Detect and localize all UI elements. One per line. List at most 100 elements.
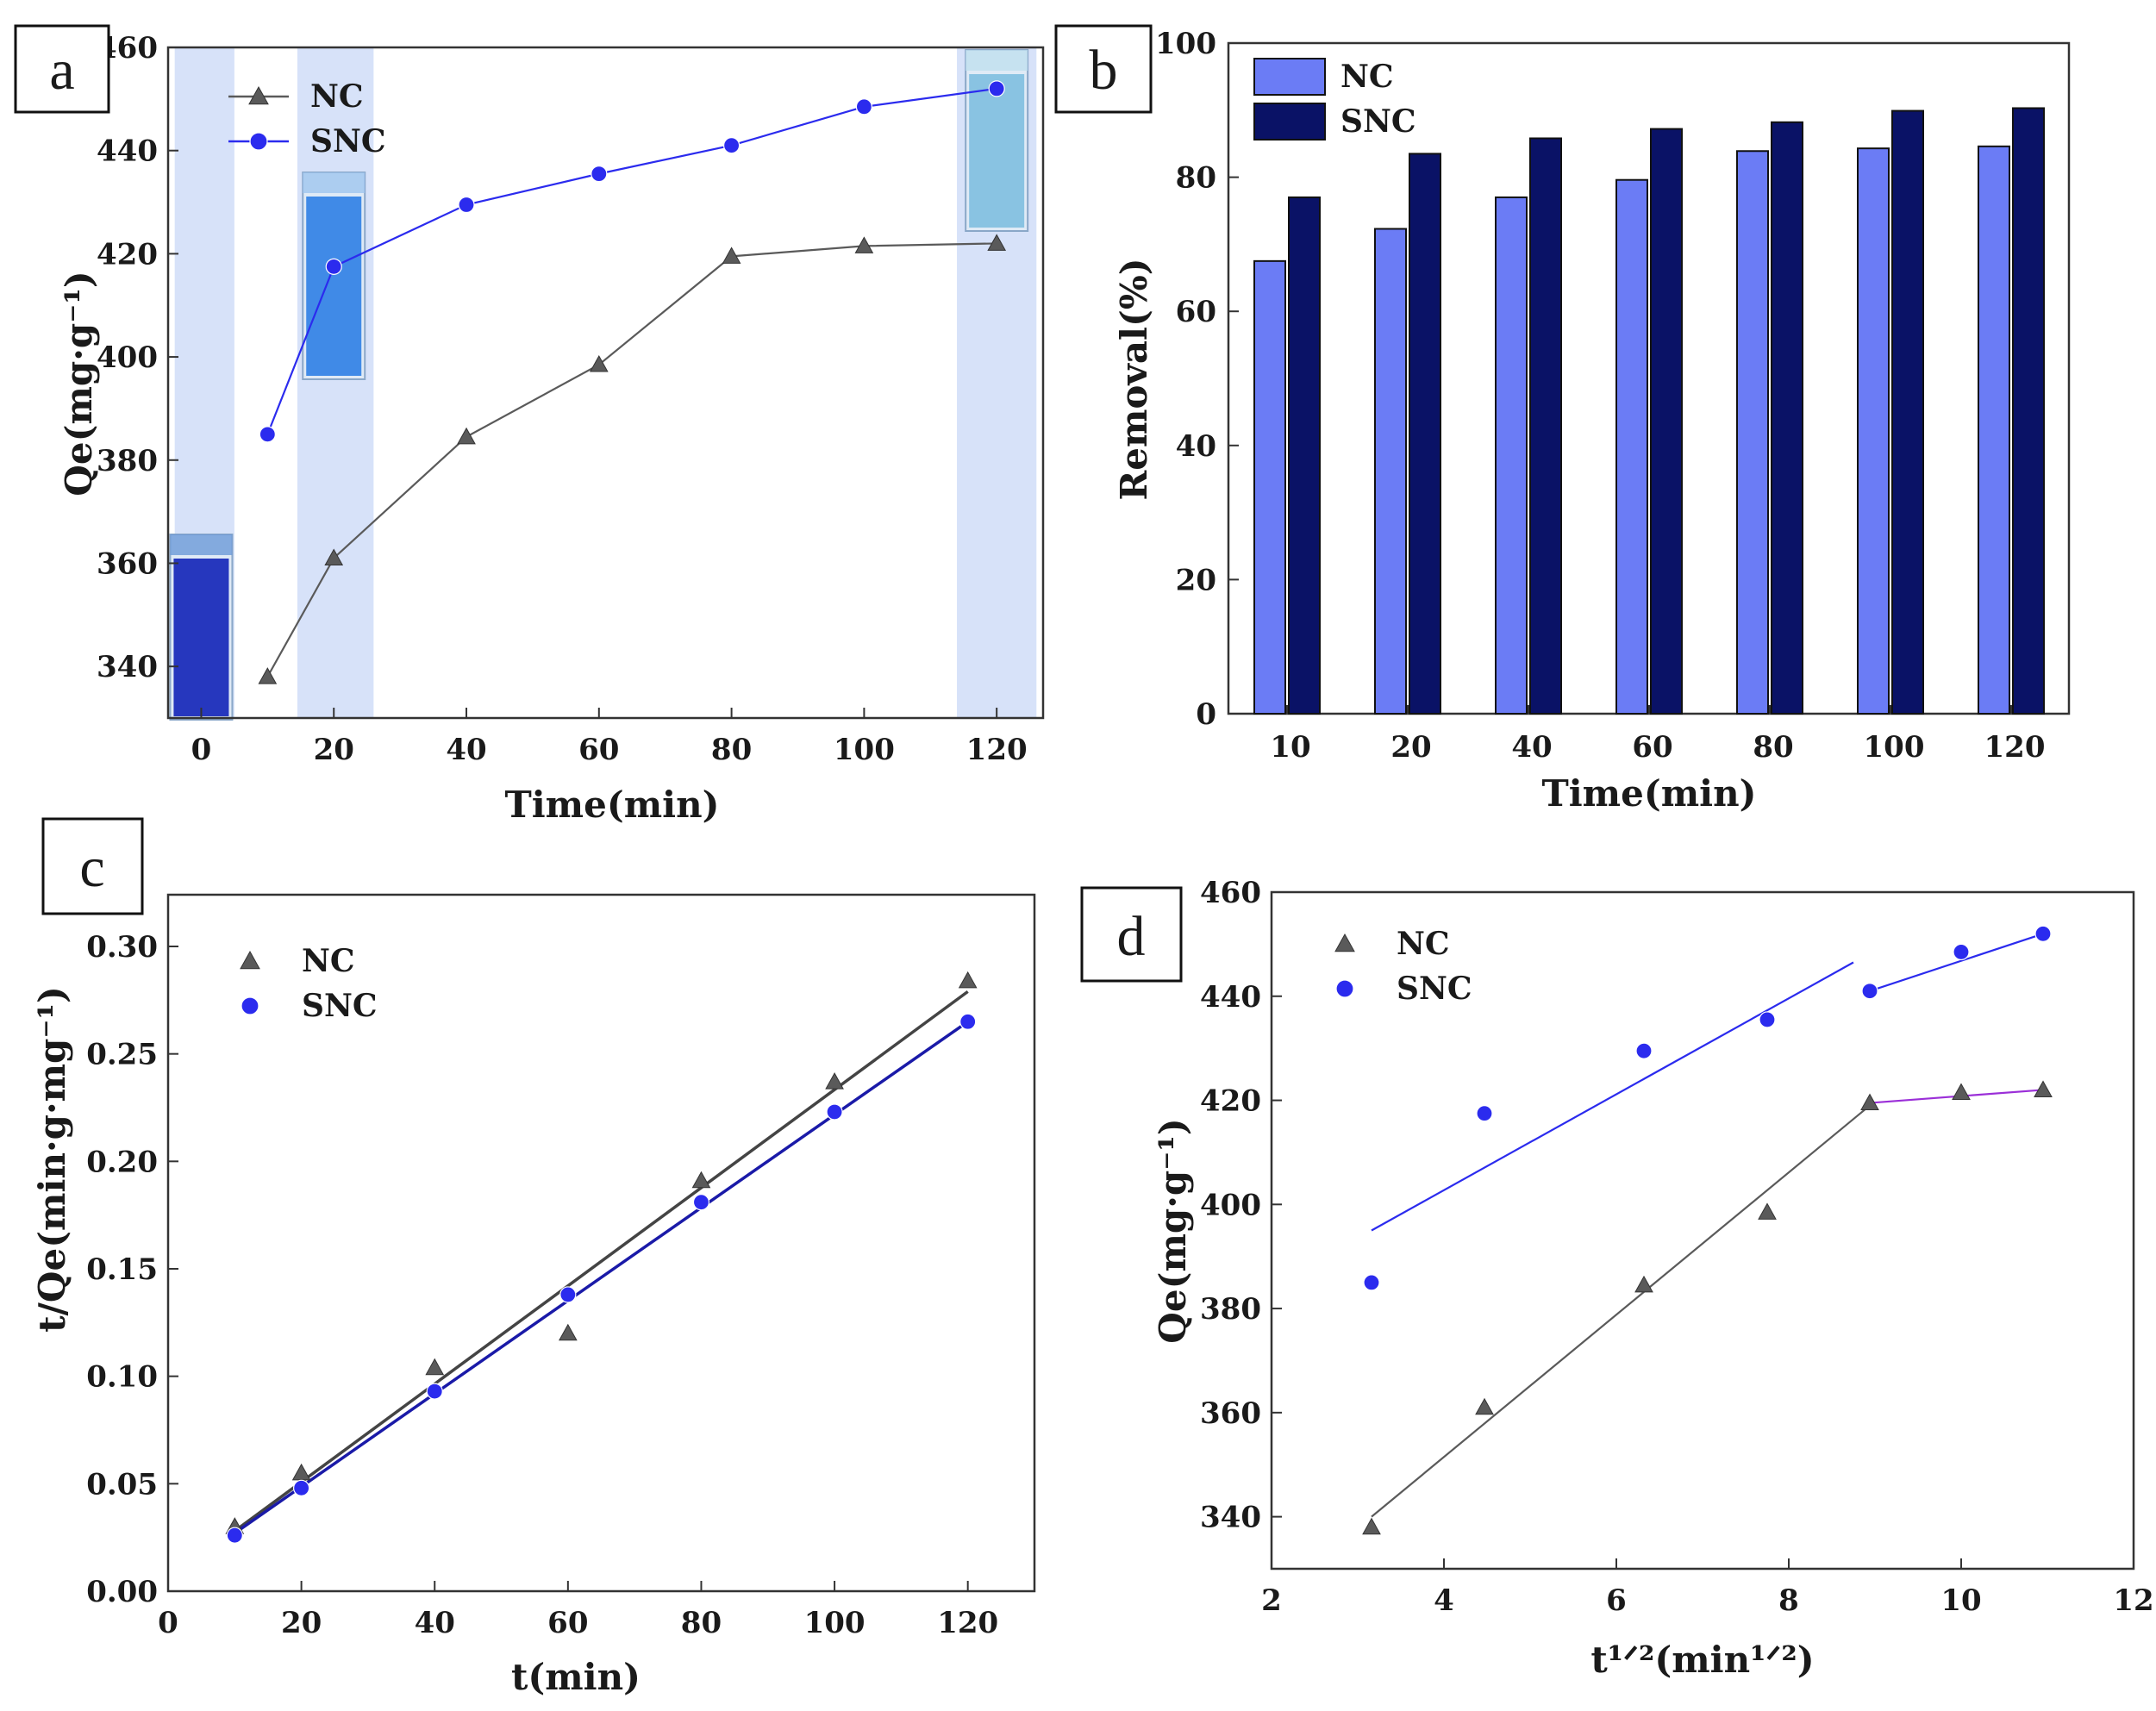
x-tick-label: 40 bbox=[446, 733, 486, 767]
y-tick-label: 420 bbox=[97, 237, 158, 272]
data-point-snc bbox=[591, 165, 608, 183]
bar-snc-10 bbox=[1288, 196, 1321, 715]
data-point-snc bbox=[2034, 925, 2052, 942]
panel-c-label-box bbox=[41, 817, 144, 915]
y-tick-label: 0.30 bbox=[86, 930, 158, 965]
y-tick-label: 60 bbox=[1176, 295, 1216, 329]
panel-c-marks bbox=[225, 971, 978, 1544]
x-tick-label: 0 bbox=[191, 733, 212, 767]
bar-nc-40 bbox=[1495, 196, 1528, 715]
panel-c-scatter-chart: 0 20 40 60 80 100 120 0.00 0.05 0.10 0.15 0.20 0.25 0… bbox=[31, 817, 1036, 1698]
data-point-snc bbox=[959, 1013, 977, 1030]
panel-a-vial-icons bbox=[169, 49, 1029, 721]
fit-line-snc bbox=[1371, 961, 1854, 1232]
panel-a-y-axis-label: Qe(mg·g⁻¹) bbox=[58, 271, 100, 496]
y-tick-label: 440 bbox=[1200, 980, 1261, 1015]
panel-d-plot-frame bbox=[1270, 890, 2135, 1570]
y-tick-label: 0 bbox=[1196, 697, 1216, 732]
legend-label-snc: SNC bbox=[1397, 971, 1472, 1007]
y-tick-label: 400 bbox=[1200, 1188, 1261, 1222]
y-tick-label: 80 bbox=[1176, 161, 1216, 196]
y-tick-label: 400 bbox=[97, 340, 158, 375]
legend-swatch-nc bbox=[1253, 58, 1326, 96]
light-blue-vial-icon bbox=[965, 49, 1029, 232]
x-tick-label: 60 bbox=[1632, 730, 1672, 765]
data-point-nc bbox=[854, 236, 874, 253]
legend-marker-snc bbox=[1335, 979, 1354, 998]
y-tick-label: 420 bbox=[1200, 1084, 1261, 1119]
x-tick-label: 80 bbox=[681, 1606, 722, 1640]
panel-b-letter: b bbox=[1090, 39, 1118, 102]
legend-label-nc: NC bbox=[1340, 59, 1394, 95]
x-tick-label: 100 bbox=[834, 733, 895, 767]
data-point-snc bbox=[988, 80, 1005, 97]
bar-snc-120 bbox=[2012, 107, 2045, 715]
data-point-snc bbox=[1363, 1274, 1380, 1291]
panel-c-x-axis-label: t(min) bbox=[511, 1656, 641, 1698]
panel-a-x-axis-label: Time(min) bbox=[504, 784, 719, 826]
y-tick-label: 20 bbox=[1176, 563, 1216, 597]
panel-b-ticks: 0 20 40 60 80 100 10 20 40 60 80 100 120 bbox=[1155, 27, 2045, 765]
bar-nc-120 bbox=[1978, 145, 2010, 715]
x-tick-label: 80 bbox=[711, 733, 752, 767]
data-point-nc bbox=[1952, 1083, 1971, 1100]
bar-nc-20 bbox=[1374, 228, 1407, 715]
fit-line-nc bbox=[234, 990, 969, 1533]
data-point-snc bbox=[855, 98, 872, 116]
data-point-nc bbox=[987, 234, 1007, 251]
bar-snc-20 bbox=[1409, 153, 1441, 715]
y-tick-label: 340 bbox=[97, 650, 158, 684]
legend-marker-nc bbox=[248, 85, 269, 105]
data-point-snc bbox=[559, 1286, 577, 1303]
bar-nc-60 bbox=[1615, 178, 1648, 715]
panel-c-plot-frame bbox=[166, 893, 1036, 1593]
legend-label-nc: NC bbox=[302, 943, 355, 979]
x-tick-label: 20 bbox=[1390, 730, 1431, 765]
data-point-nc bbox=[722, 247, 741, 264]
y-tick-label: 340 bbox=[1200, 1501, 1261, 1535]
legend-label-nc: NC bbox=[1397, 926, 1450, 962]
panel-a-marks bbox=[258, 80, 1007, 684]
x-tick-label: 0 bbox=[158, 1606, 178, 1640]
panel-d-scatter-chart: 2 4 6 8 10 12 340 360 380 400 420 440 460 t¹ᐟ²(min¹ᐟ… bbox=[1080, 876, 2154, 1681]
vial-rim bbox=[170, 534, 233, 555]
data-point-snc bbox=[1759, 1011, 1776, 1028]
vial-liquid bbox=[306, 197, 362, 376]
vial-rim bbox=[303, 172, 366, 193]
data-point-nc bbox=[425, 1358, 445, 1376]
fit-line-snc bbox=[1869, 933, 2044, 992]
panel-d-ticks: 2 4 6 8 10 12 340 360 380 400 420 440 460 bbox=[1200, 876, 2154, 1618]
data-point-nc bbox=[258, 667, 278, 684]
panel-a-plot-frame bbox=[166, 46, 1045, 720]
y-tick-label: 380 bbox=[1200, 1292, 1261, 1327]
panel-c-y-axis-label: t/Qe(min·g·mg⁻¹) bbox=[31, 986, 73, 1333]
vial-liquid bbox=[173, 559, 229, 716]
x-tick-label: 10 bbox=[1270, 730, 1310, 765]
panel-c-ticks: 0 20 40 60 80 100 120 0.00 0.05 0.10 0.15 0.20 0.25 0… bbox=[86, 930, 998, 1640]
panel-d-y-axis-label: Qe(mg·g⁻¹) bbox=[1152, 1118, 1194, 1343]
y-tick-label: 0.25 bbox=[86, 1038, 158, 1072]
y-tick-label: 360 bbox=[1200, 1396, 1261, 1431]
data-point-snc bbox=[722, 137, 741, 154]
x-tick-label: 40 bbox=[1511, 730, 1552, 765]
data-point-snc bbox=[826, 1103, 843, 1121]
x-tick-label: 60 bbox=[547, 1606, 588, 1640]
y-tick-label: 380 bbox=[97, 444, 158, 478]
panel-b-bar-chart: 0 20 40 60 80 100 10 20 40 60 80 100 120 Time(min) R… bbox=[1054, 24, 2071, 815]
data-point-nc bbox=[2034, 1080, 2053, 1097]
bar-nc-80 bbox=[1736, 150, 1769, 715]
data-point-nc bbox=[324, 548, 344, 565]
data-point-nc bbox=[558, 1323, 578, 1341]
panel-a-letter: a bbox=[49, 39, 74, 102]
legend-marker-snc bbox=[241, 996, 259, 1015]
y-tick-label: 0.00 bbox=[86, 1575, 158, 1609]
panel-b-marks bbox=[1253, 107, 2045, 715]
data-point-snc bbox=[226, 1527, 243, 1544]
data-point-nc bbox=[1475, 1397, 1494, 1415]
bar-snc-60 bbox=[1650, 128, 1683, 715]
data-point-snc bbox=[1861, 983, 1878, 1000]
data-point-snc bbox=[1953, 943, 1970, 961]
panel-b-x-axis-label: Time(min) bbox=[1541, 772, 1756, 815]
